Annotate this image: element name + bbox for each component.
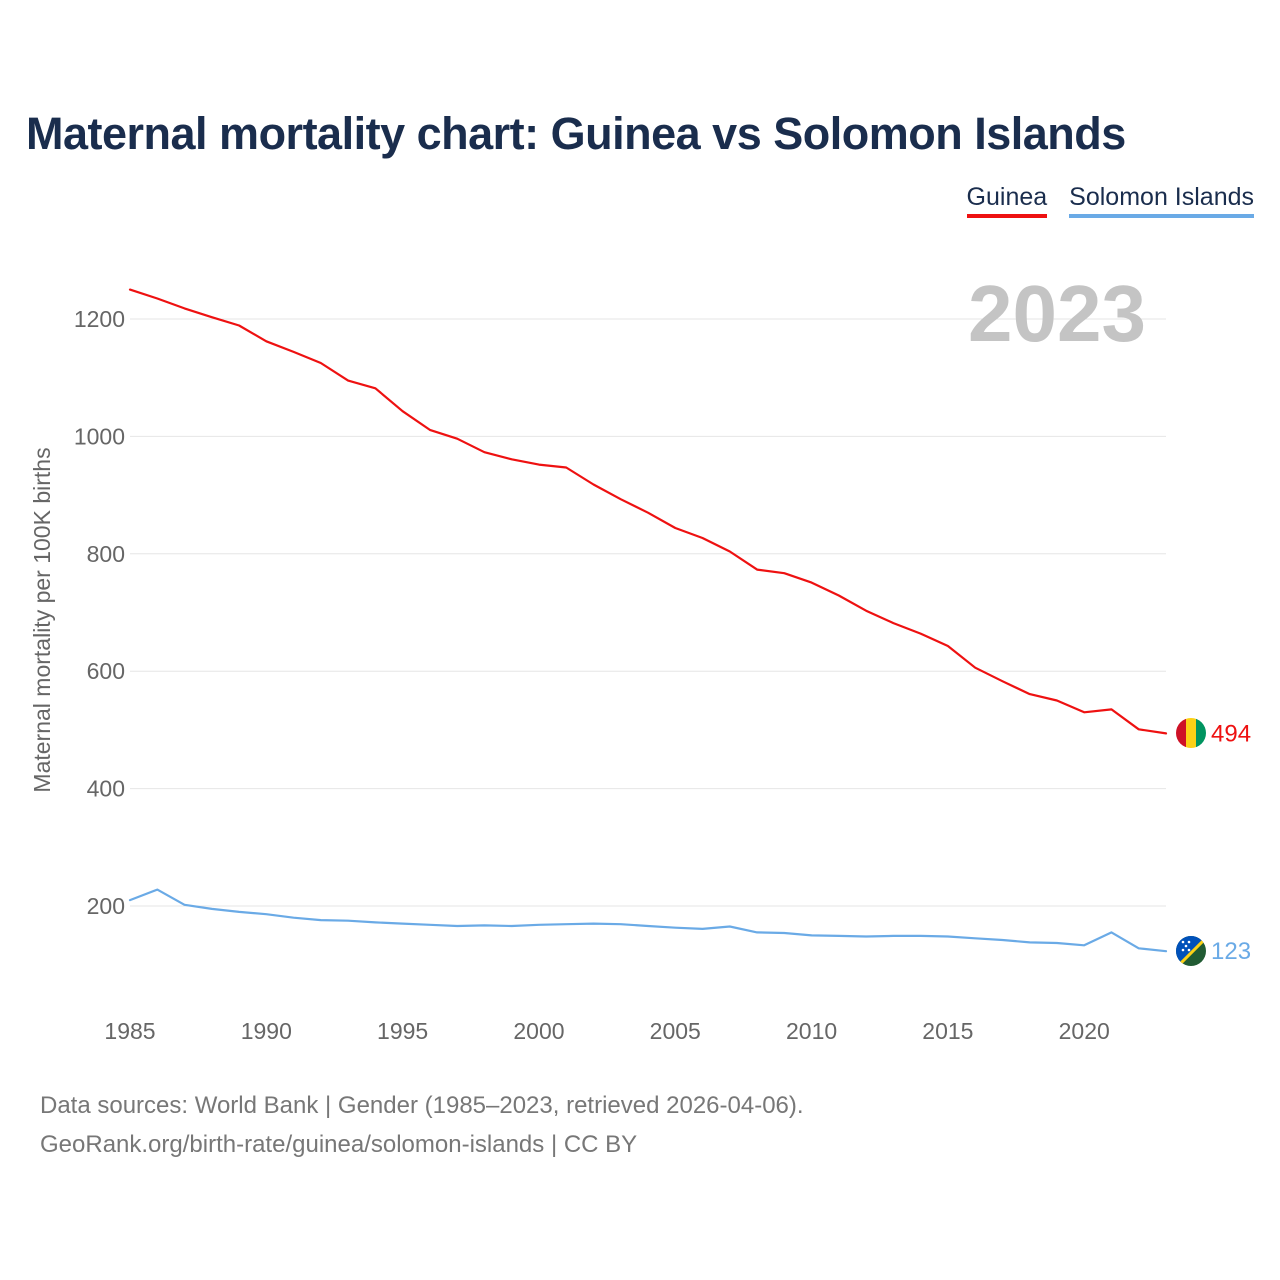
x-tick-label-1995: 1995 [377,1018,428,1044]
y-axis-title: Maternal mortality per 100K births [29,447,55,792]
legend-item-guinea[interactable]: Guinea [966,183,1048,218]
x-tick-label-2015: 2015 [922,1018,973,1044]
x-tick-label-2000: 2000 [513,1018,564,1044]
data-source-note: Data sources: World Bank | Gender (1985–… [40,1092,804,1119]
legend: Guinea Solomon Islands [966,183,1254,218]
x-tick-label-2010: 2010 [786,1018,837,1044]
y-tick-label-200: 200 [87,893,125,919]
x-tick-label-1985: 1985 [104,1018,155,1044]
year-watermark: 2023 [968,269,1146,358]
footer: Data sources: World Bank | Gender (1985–… [40,1086,804,1164]
solomon-islands-flag-icon [1176,936,1206,966]
source-link[interactable]: GeoRank.org/birth-rate/guinea/solomon-is… [40,1131,638,1158]
y-tick-label-600: 600 [87,658,125,684]
end-labels: 494 123 [1211,720,1251,965]
end-value-label-guinea: 494 [1211,720,1251,747]
x-tick-label-1990: 1990 [241,1018,292,1044]
x-tick-label-2005: 2005 [650,1018,701,1044]
y-tick-label-1200: 1200 [74,306,125,332]
page-title: Maternal mortality chart: Guinea vs Solo… [26,108,1126,159]
y-tick-label-400: 400 [87,776,125,802]
y-tick-label-1000: 1000 [74,423,125,449]
guinea-flag-icon [1176,718,1206,748]
legend-item-solomon-islands[interactable]: Solomon Islands [1069,183,1254,218]
gridlines [130,318,1166,907]
series-line-solomon-islands [128,888,1168,953]
x-axis-ticks: 1985 1990 1995 2000 2005 2010 2015 2020 [104,1018,1109,1044]
end-value-label-solomon-islands: 123 [1211,938,1251,965]
y-axis-ticks: 200 400 600 800 1000 1200 [74,306,125,919]
x-tick-label-2020: 2020 [1059,1018,1110,1044]
series-line-guinea [128,288,1168,735]
series-lines [128,288,1168,953]
y-tick-label-800: 800 [87,541,125,567]
